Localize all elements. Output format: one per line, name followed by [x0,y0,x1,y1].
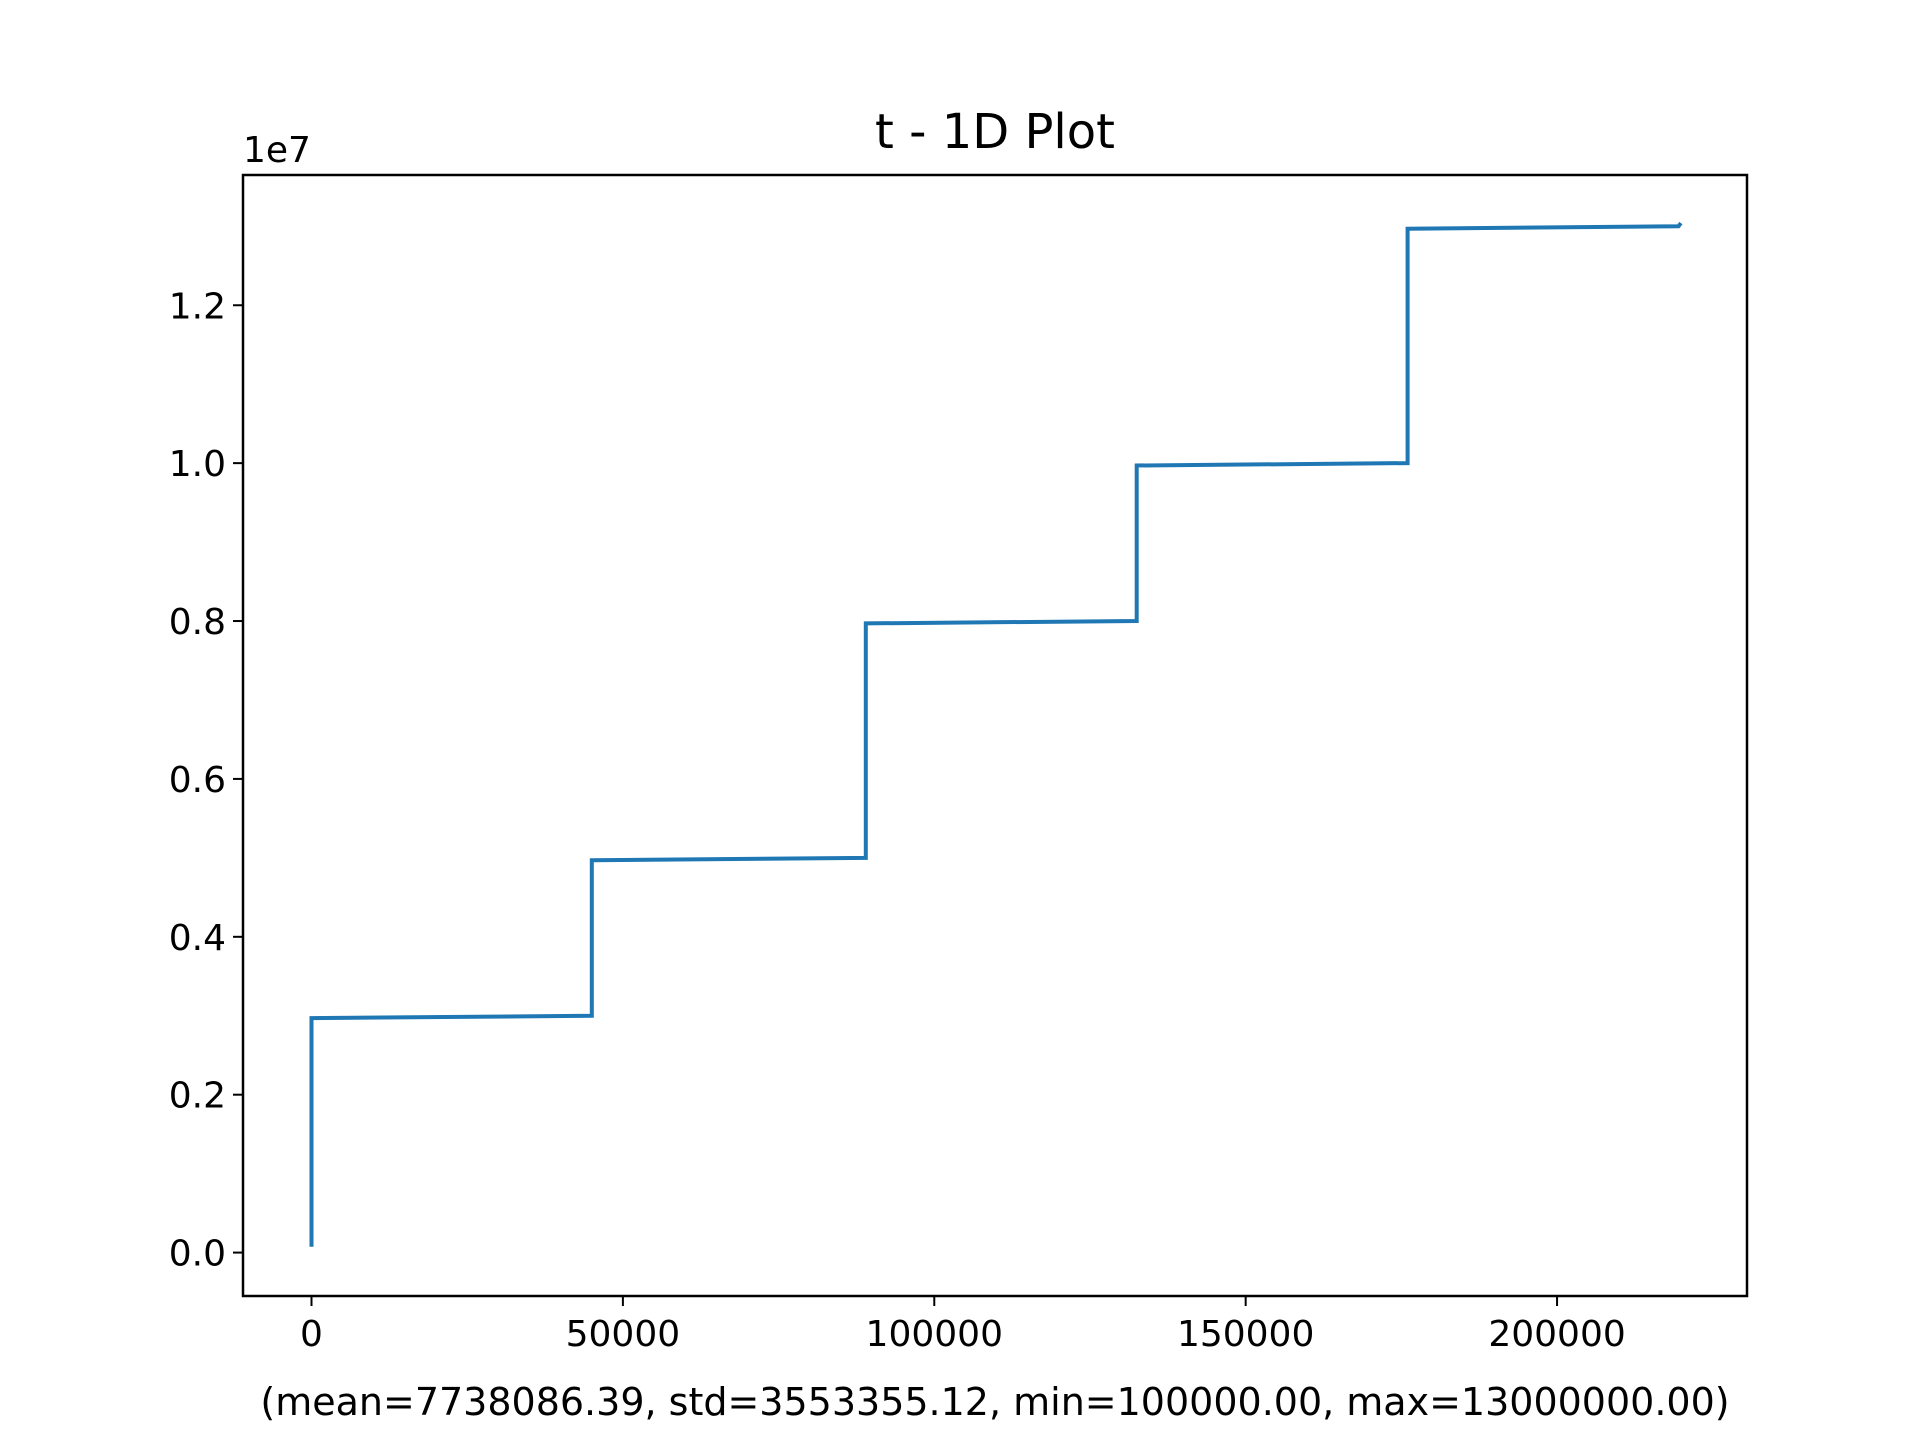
y-tick-label: 1.0 [169,444,226,485]
y-tick-label: 0.4 [169,918,226,959]
y-tick-label: 0.2 [169,1076,226,1117]
y-tick-label: 0.8 [169,602,226,643]
x-tick-label: 50000 [566,1314,681,1355]
x-tick-label: 0 [300,1314,323,1355]
chart-title: t - 1D Plot [875,104,1115,160]
x-axis-label: (mean=7738086.39, std=3553355.12, min=10… [260,1380,1729,1424]
plot-area [309,221,1683,1247]
x-axis: 0 50000 100000 150000 200000 [300,1296,1626,1355]
axes-frame [241,173,1749,1298]
x-tick-label: 100000 [866,1314,1003,1355]
series-line-0 [309,221,1683,1247]
y-axis: 0.0 0.2 0.4 0.6 0.8 1.0 1.2 [169,286,243,1275]
x-tick-label: 150000 [1177,1314,1314,1355]
y-axis-offset-label: 1e7 [243,130,311,171]
y-tick-label: 1.2 [169,286,226,327]
y-tick-label: 0.6 [169,760,226,801]
y-tick-label: 0.0 [169,1234,226,1275]
x-tick-label: 200000 [1488,1314,1625,1355]
